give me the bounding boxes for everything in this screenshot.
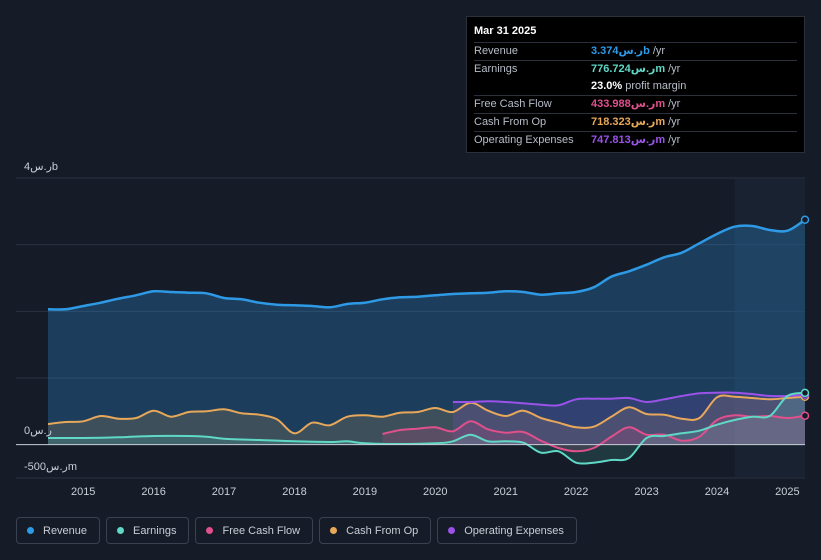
legend-revenue[interactable]: Revenue [16, 517, 101, 544]
tooltip-value: 747.813ر.سm [591, 134, 666, 146]
legend-dot-icon [117, 527, 125, 534]
tooltip-row-earnings: Earnings 776.724ر.سm /yr [474, 60, 797, 78]
area-earnings [48, 392, 805, 464]
tooltip-value: 23.0% [591, 80, 623, 92]
x-tick-2021: 2021 [493, 486, 517, 498]
x-tick-2024: 2024 [705, 486, 729, 498]
tooltip-panel: Mar 31 2025 Revenue 3.374ر.سb /yr Earnin… [466, 16, 805, 153]
tooltip-label: Revenue [474, 45, 519, 57]
chart-lines [47, 218, 806, 465]
tooltip-label: Cash From Op [474, 116, 547, 128]
y-tick-zero: 0ر.س [24, 425, 52, 437]
tooltip-value: 433.988ر.سm [591, 98, 666, 110]
legend-label: Earnings [133, 524, 177, 537]
x-tick-2020: 2020 [423, 486, 447, 498]
legend-label: Operating Expenses [464, 524, 564, 537]
x-axis-labels: 2015 2016 2017 2018 2019 2020 2021 2022 2023 2024… [71, 486, 800, 498]
legend-earnings[interactable]: Earnings [106, 517, 190, 544]
legend-label: Revenue [43, 524, 88, 537]
legend-dot-icon [330, 527, 338, 534]
legend-operating-expenses[interactable]: Operating Expenses [437, 517, 577, 544]
y-axis-labels: 4ر.سb 0ر.س -500ر.سm [24, 161, 77, 473]
line-cash-from-op [47, 394, 806, 435]
tooltip-value: 718.323ر.سm [591, 116, 666, 128]
line-revenue [47, 218, 806, 311]
area-cash-from-op [48, 395, 805, 445]
legend-label: Free Cash Flow [222, 524, 301, 537]
x-tick-2015: 2015 [71, 486, 95, 498]
x-tick-2017: 2017 [212, 486, 236, 498]
tooltip-label: Operating Expenses [474, 134, 574, 146]
tooltip-row-margin: 23.0% profit margin [474, 78, 797, 95]
tooltip-row-revenue: Revenue 3.374ر.سb /yr [474, 42, 797, 60]
y-tick-top: 4ر.سb [24, 161, 58, 173]
tooltip-row-cfo: Cash From Op 718.323ر.سm /yr [474, 113, 797, 131]
legend-dot-icon [448, 527, 456, 534]
y-tick-bottom: -500ر.سm [24, 461, 77, 473]
chart-legend: Revenue Earnings Free Cash Flow Cash Fro… [16, 517, 577, 544]
tooltip-row-opex: Operating Expenses 747.813ر.سm /yr [474, 131, 797, 149]
endpoint-free-cash-flow [800, 411, 810, 420]
x-tick-2018: 2018 [282, 486, 306, 498]
tooltip-label: Free Cash Flow [474, 98, 552, 110]
tooltip-unit: /yr [668, 116, 681, 128]
tooltip-label: Earnings [474, 63, 518, 75]
x-tick-2025: 2025 [775, 486, 799, 498]
line-operating-expenses [452, 391, 806, 407]
legend-cash-from-op[interactable]: Cash From Op [319, 517, 432, 544]
legend-dot-icon [206, 527, 214, 534]
tooltip-unit: /yr [668, 98, 681, 110]
legend-dot-icon [27, 527, 34, 534]
line-free-cash-flow [382, 414, 806, 453]
chart-gridlines [16, 177, 805, 479]
x-tick-2022: 2022 [564, 486, 588, 498]
legend-free-cash-flow[interactable]: Free Cash Flow [195, 517, 314, 544]
endpoint-revenue [800, 215, 810, 224]
x-tick-2019: 2019 [353, 486, 377, 498]
x-tick-2023: 2023 [634, 486, 658, 498]
tooltip-row-fcf: Free Cash Flow 433.988ر.سm /yr [474, 95, 797, 113]
tooltip-unit: /yr [652, 45, 666, 57]
tooltip-unit: profit margin [625, 80, 687, 92]
tooltip-value: 776.724ر.سm [591, 63, 666, 75]
tooltip-value: 3.374ر.سb [591, 45, 650, 57]
tooltip-unit: /yr [668, 63, 681, 75]
tooltip-label [474, 78, 591, 95]
x-tick-2016: 2016 [141, 486, 165, 498]
tooltip-date: Mar 31 2025 [474, 25, 537, 37]
endpoint-earnings [800, 388, 810, 398]
chart-endpoints [800, 215, 810, 420]
legend-label: Cash From Op [346, 524, 419, 537]
tooltip-unit: /yr [668, 134, 681, 146]
line-earnings [47, 391, 806, 465]
